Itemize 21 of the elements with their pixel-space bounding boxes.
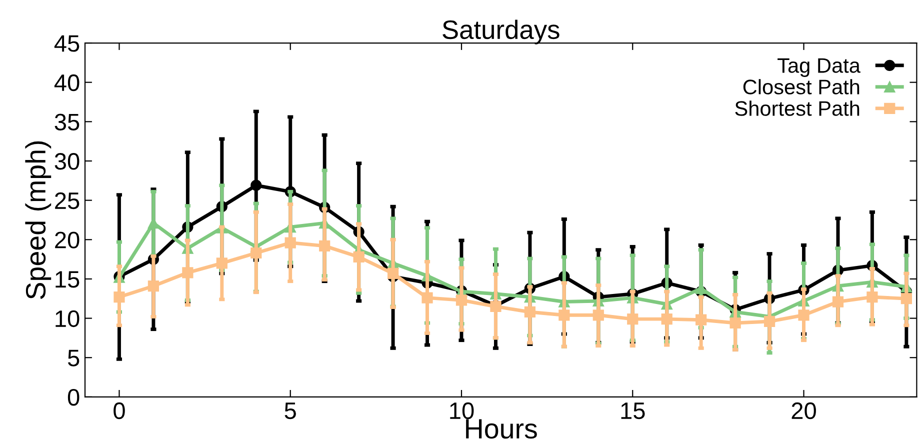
x-tick-label: 20 bbox=[792, 402, 816, 420]
x-tick-label: 10 bbox=[450, 402, 474, 420]
legend-label: Shortest Path bbox=[735, 100, 860, 116]
legend-label: Tag Data bbox=[778, 58, 860, 78]
y-tick-label: 10 bbox=[56, 310, 80, 328]
y-tick-label: 5 bbox=[68, 350, 80, 366]
y-tick-label: 35 bbox=[54, 114, 80, 130]
y-tick-label: 20 bbox=[55, 232, 80, 248]
y-tick-label: 30 bbox=[54, 153, 80, 170]
legend-label: Closest Path bbox=[743, 79, 860, 94]
x-tick-label: 0 bbox=[114, 402, 125, 420]
chart-title: Saturdays bbox=[442, 20, 560, 44]
y-tick-label: 40 bbox=[54, 74, 80, 92]
x-tick-label: 15 bbox=[621, 402, 645, 420]
y-axis-title: Speed (mph) bbox=[25, 141, 52, 299]
y-tick-label: 0 bbox=[68, 388, 80, 406]
y-tick-label: 45 bbox=[54, 35, 80, 52]
x-tick-label: 5 bbox=[284, 402, 296, 420]
y-tick-label: 15 bbox=[56, 271, 80, 288]
y-tick-label: 25 bbox=[55, 192, 80, 210]
x-axis-title: Hours bbox=[466, 419, 537, 439]
